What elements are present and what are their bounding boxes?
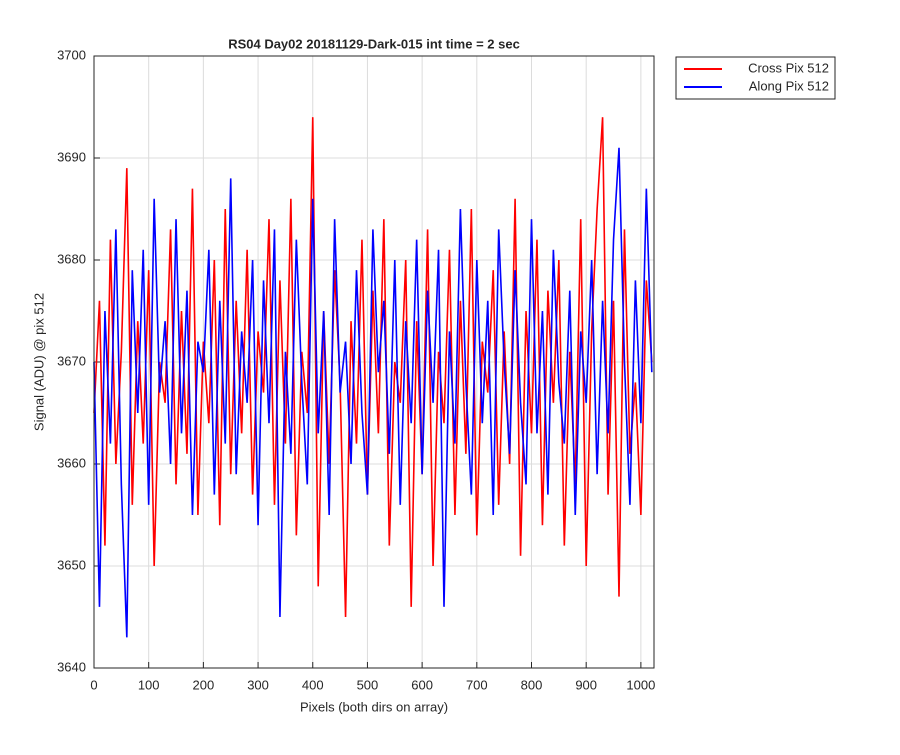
x-tick-label: 200: [193, 677, 215, 692]
y-tick-label: 3660: [57, 455, 86, 470]
y-tick-label: 3640: [57, 659, 86, 674]
axes-box: [93, 55, 655, 669]
y-tick-label: 3700: [57, 47, 86, 62]
x-tick-label: 0: [90, 677, 97, 692]
x-tick-label: 800: [521, 677, 543, 692]
chart-title: RS04 Day02 20181129-Dark-015 int time = …: [228, 36, 520, 51]
series-line: [93, 147, 653, 638]
y-tick-label: 3680: [57, 251, 86, 266]
x-tick-label: 500: [357, 677, 379, 692]
x-axis-label: Pixels (both dirs on array): [300, 699, 448, 714]
series-line: [93, 117, 653, 618]
x-tick-label: 600: [411, 677, 433, 692]
x-tick-label: 400: [302, 677, 324, 692]
x-tick-label: 100: [138, 677, 160, 692]
x-tick-label: 1000: [626, 677, 655, 692]
legend-box: [675, 56, 836, 100]
x-tick-label: 300: [247, 677, 269, 692]
legend-label: Along Pix 512: [749, 78, 829, 93]
x-tick-label: 900: [575, 677, 597, 692]
y-tick-label: 3650: [57, 557, 86, 572]
y-axis-label: Signal (ADU) @ pix 512: [31, 293, 46, 431]
legend-label: Cross Pix 512: [748, 60, 829, 75]
y-tick-label: 3670: [57, 353, 86, 368]
y-tick-label: 3690: [57, 149, 86, 164]
x-tick-label: 700: [466, 677, 488, 692]
